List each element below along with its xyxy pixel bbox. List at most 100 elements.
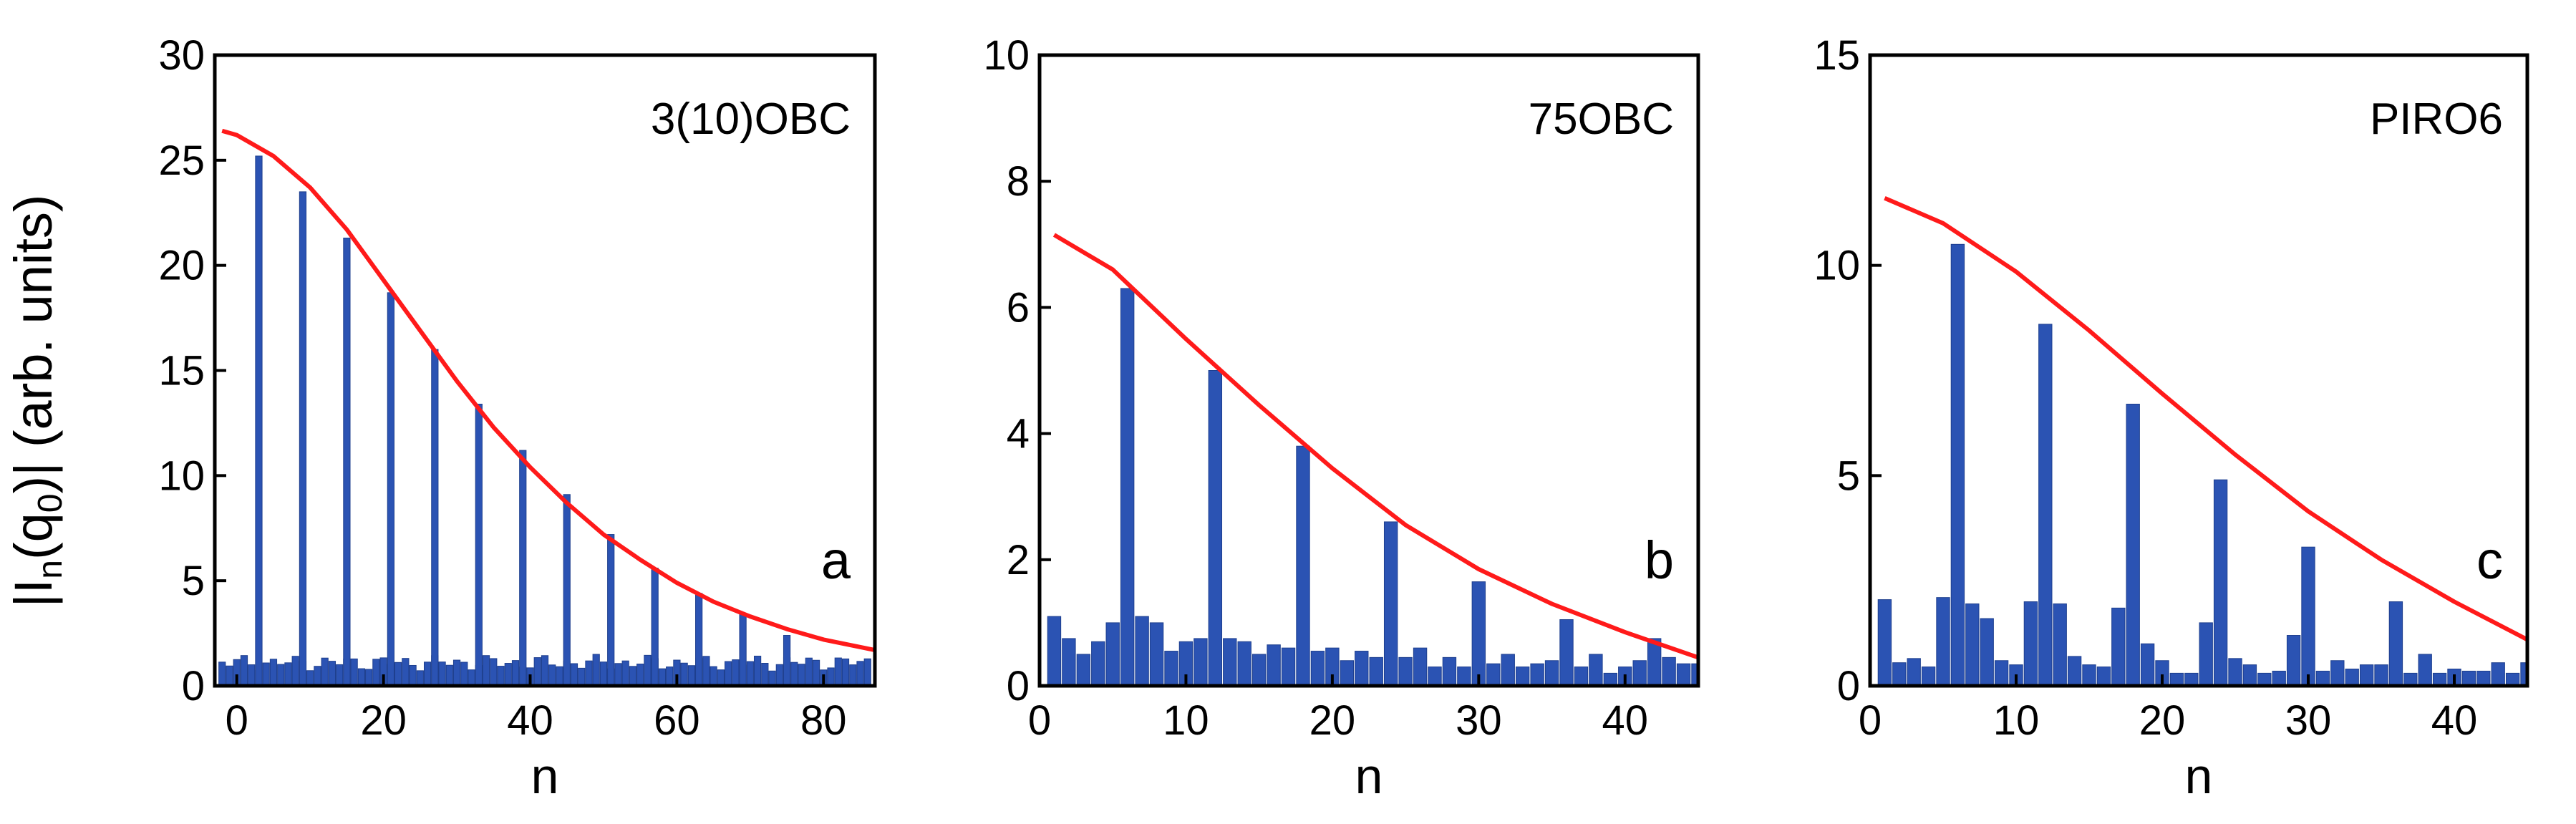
background-bar xyxy=(497,666,505,686)
x-axis-label: n xyxy=(531,748,559,804)
background-bar xyxy=(372,659,380,686)
y-tick-label: 8 xyxy=(1007,158,1030,205)
background-bar xyxy=(336,664,344,686)
bar xyxy=(1486,663,1501,686)
y-tick-label: 2 xyxy=(1007,537,1030,583)
plot-area xyxy=(1877,195,2527,686)
bar xyxy=(2140,643,2155,686)
chart-title: 3(10)OBC xyxy=(651,94,851,144)
envelope-line xyxy=(1884,195,2527,642)
bar xyxy=(1907,658,1921,686)
panel-label: b xyxy=(1645,530,1674,590)
background-bar xyxy=(658,668,667,686)
panel-label: a xyxy=(821,530,851,590)
axes-frame xyxy=(1868,53,2529,688)
background-bar xyxy=(541,655,549,686)
bar xyxy=(2315,670,2330,686)
chart-title: PIRO6 xyxy=(2370,94,2503,144)
bar xyxy=(2067,656,2082,686)
background-bar xyxy=(790,661,798,686)
background-bar xyxy=(585,660,593,686)
background-bar xyxy=(599,661,608,686)
y-tick-label: 30 xyxy=(158,32,205,79)
bar xyxy=(2403,672,2418,686)
background-bar xyxy=(556,666,563,686)
background-bar xyxy=(445,664,453,686)
x-tick-label: 40 xyxy=(507,697,553,744)
y-tick-label: 25 xyxy=(158,137,205,184)
y-tick-label: 10 xyxy=(158,452,205,499)
bar xyxy=(2184,672,2199,686)
panel-b: 0 10 20 30 40 0 2 4 6 8 10 n 75OBC b xyxy=(983,32,1700,804)
background-bar xyxy=(328,661,336,686)
bar xyxy=(1164,651,1178,686)
peak-bar xyxy=(343,237,351,686)
y-label-main: |I xyxy=(4,579,63,608)
bar xyxy=(1105,622,1120,686)
y-tick-label: 0 xyxy=(1007,663,1030,709)
peak-bar xyxy=(299,191,307,686)
background-bar xyxy=(570,663,578,686)
background-bar xyxy=(827,667,835,686)
y-tick-label: 6 xyxy=(1007,284,1030,331)
y-tick-label: 5 xyxy=(1837,452,1860,499)
bar xyxy=(1413,647,1428,686)
background-bar xyxy=(614,663,622,686)
y-tick-label: 10 xyxy=(983,32,1030,79)
peak-bar xyxy=(739,614,747,686)
panel-a: 0 20 40 60 80 0 5 10 15 20 25 30 n 3(10)OBC a xyxy=(158,32,877,804)
peak-bar xyxy=(563,494,571,686)
axes-frame xyxy=(1037,53,1700,688)
background-bar xyxy=(291,656,299,686)
background-bar xyxy=(350,658,358,686)
bar xyxy=(1877,599,1892,686)
background-bar xyxy=(841,658,850,686)
bar xyxy=(1310,651,1325,686)
chart-title: 75OBC xyxy=(1529,94,1674,144)
background-bar xyxy=(233,659,241,686)
background-bar xyxy=(592,654,600,686)
bar xyxy=(1340,660,1355,686)
bar xyxy=(1936,597,1950,686)
bar xyxy=(1237,641,1251,686)
background-bar xyxy=(438,661,446,686)
background-bar xyxy=(621,660,629,686)
background-bar xyxy=(578,667,586,686)
background-bar xyxy=(468,669,475,686)
bar xyxy=(1355,651,1369,686)
bar xyxy=(1281,647,1296,686)
bar xyxy=(2155,660,2169,686)
axes-frame xyxy=(213,53,877,688)
y-tick-label: 0 xyxy=(182,663,205,709)
peak-bar xyxy=(475,403,483,686)
y-tick-label: 15 xyxy=(1814,32,1860,79)
panel-label: c xyxy=(2476,530,2503,590)
bar xyxy=(2505,672,2520,686)
bar xyxy=(2038,324,2053,686)
background-bar xyxy=(226,665,233,686)
bar xyxy=(1515,667,1530,686)
background-bar xyxy=(357,668,365,686)
bar xyxy=(1091,641,1105,686)
bar xyxy=(1921,667,1936,686)
bar xyxy=(1691,663,1698,686)
x-tick-label: 0 xyxy=(1859,697,1882,744)
x-tick-label: 80 xyxy=(800,697,847,744)
background-bar xyxy=(416,670,424,686)
background-bar xyxy=(746,661,754,686)
peak-bar xyxy=(387,292,394,686)
peak-bar xyxy=(255,155,263,686)
bar xyxy=(1501,654,1515,686)
bar xyxy=(1369,656,1383,686)
bar xyxy=(2374,664,2388,686)
bar xyxy=(1892,662,1907,686)
bar xyxy=(1559,619,1574,686)
bar xyxy=(1442,656,1457,686)
bar xyxy=(2388,601,2403,686)
background-bar xyxy=(849,664,857,686)
bar xyxy=(2418,654,2432,686)
y-tick-label: 20 xyxy=(158,243,205,289)
y-axis-label: |In(q0)| (arb. units) xyxy=(4,194,69,607)
bar xyxy=(2053,603,2067,686)
bar xyxy=(1178,641,1193,686)
